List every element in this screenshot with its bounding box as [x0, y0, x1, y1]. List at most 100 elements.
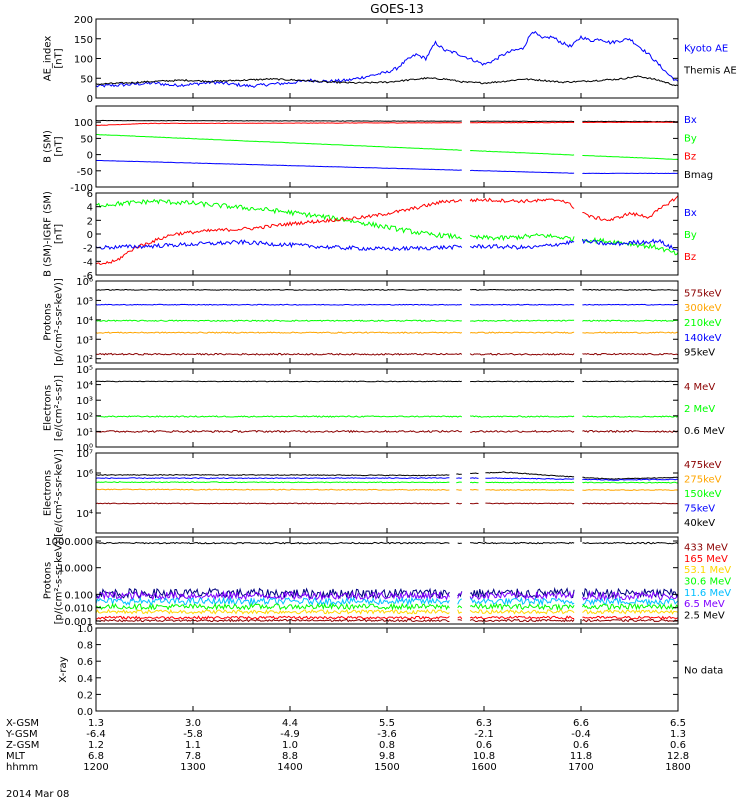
x-tick-label: 10.8	[473, 751, 495, 762]
y-tick-label: 10⁰	[76, 443, 93, 454]
panel-b-minus-igrf: -6 -4 -2 0 2 4 6 B (SM)-IGRF (SM) [nT] Bx By Bz	[43, 189, 697, 282]
legend-entry: Bz	[684, 152, 696, 163]
x-axis-row-label: Y-GSM	[5, 729, 38, 740]
series-line	[96, 477, 678, 481]
panel-frame	[95, 452, 679, 534]
series-line	[96, 481, 678, 484]
y-tick-label: 0.010	[64, 604, 93, 615]
x-tick-label: 1.0	[282, 740, 298, 751]
series-line	[96, 352, 678, 356]
y-axis-label: Protons	[43, 303, 54, 340]
y-tick-label: 0.001	[64, 617, 93, 628]
series-line	[96, 303, 678, 306]
y-axis-label: [p/(cm²-s-sr-keV)]	[54, 278, 65, 366]
x-tick-label: 11.8	[570, 751, 592, 762]
x-axis-table: X-GSM 1.3 3.0 4.4 5.5 6.3 6.6 6.5 Y-GSM -6.4 -5.8 -…	[5, 718, 691, 773]
y-tick-label: 100	[74, 55, 93, 66]
x-tick-label: 0.6	[670, 740, 686, 751]
legend-entry: Bmag	[684, 170, 713, 181]
series-line	[96, 121, 678, 127]
y-tick-label: -50	[77, 167, 93, 178]
y-tick-label: 0	[87, 94, 93, 105]
series-line	[96, 380, 678, 383]
legend-entry: Kyoto AE	[684, 44, 728, 55]
x-tick-label: 6.6	[573, 718, 589, 729]
y-tick-label: -6	[83, 271, 93, 282]
panel-protons-mev: 0.001 0.010 0.100 10.000 1000.000 Protons [p/(…	[43, 536, 731, 628]
y-tick-label: 0.8	[77, 641, 93, 652]
x-axis-row-label: X-GSM	[6, 718, 39, 729]
x-tick-label: -5.8	[183, 729, 203, 740]
panel-series	[96, 541, 678, 623]
legend-entry: 75keV	[684, 503, 715, 514]
y-axis-label: B (SM)	[43, 130, 54, 163]
legend-entry: 11.6 MeV	[684, 588, 731, 599]
y-axis-label: Electrons	[43, 385, 54, 431]
legend-entry: Bz	[684, 252, 696, 263]
legend-entry: By	[684, 230, 697, 241]
legend-entry: 4 MeV	[684, 382, 715, 393]
y-axis-label: [nT]	[54, 136, 65, 156]
y-axis-label: Electrons	[43, 470, 54, 516]
y-tick-label: -100	[70, 183, 93, 194]
legend-entry: By	[684, 133, 697, 144]
y-tick-label: 0	[87, 151, 93, 162]
series-line	[96, 429, 678, 434]
y-tick-label: 0.0	[77, 707, 93, 718]
x-axis-row-label: MLT	[6, 751, 26, 762]
series-line	[96, 288, 678, 291]
series-line	[96, 133, 678, 161]
y-tick-label: 0.100	[64, 590, 93, 601]
y-axis-label: Protons	[43, 562, 54, 599]
y-tick-label: 0.4	[77, 674, 93, 685]
series-line	[96, 615, 678, 620]
legend-entry: Bx	[684, 115, 697, 126]
legend-entry: 0.6 MeV	[684, 426, 725, 437]
y-axis-label: [nT]	[54, 48, 65, 68]
y-tick-label: 200	[74, 15, 93, 26]
series-line	[96, 415, 678, 418]
x-axis-row-label: Z-GSM	[6, 740, 39, 751]
panel-series	[96, 195, 678, 266]
x-tick-label: 6.3	[476, 718, 492, 729]
panel-x-ray: 0.0 0.2 0.4 0.6 0.8 1.0 X-ray No data	[58, 624, 723, 718]
panel-series	[96, 119, 678, 175]
legend-entry: 53.1 MeV	[684, 565, 731, 576]
x-tick-label: 1.2	[88, 740, 104, 751]
series-line	[96, 238, 678, 252]
legend-entry: 40keV	[684, 518, 715, 529]
legend-entry: 2.5 MeV	[684, 610, 725, 621]
legend-entry: 140keV	[684, 333, 722, 344]
x-tick-label: 7.8	[185, 751, 201, 762]
y-axis-label: B (SM)-IGRF (SM)	[43, 191, 54, 277]
legend-entry: 165 MeV	[684, 554, 728, 565]
legend-entry: Bx	[684, 208, 697, 219]
legend-entry: 575keV	[684, 288, 722, 299]
y-tick-label: 10³	[76, 335, 93, 346]
panel-frame	[95, 105, 679, 188]
legend-entry: 6.5 MeV	[684, 599, 725, 610]
y-tick-label: 10³	[76, 396, 93, 407]
y-axis-label: [e/(cm²-s-sr)]	[54, 375, 65, 441]
y-axis-label: AE_index	[43, 36, 54, 82]
legend-entry: 2 MeV	[684, 404, 715, 415]
x-tick-label: 6.5	[670, 718, 686, 729]
x-tick-label: 1500	[374, 762, 399, 773]
series-line	[96, 488, 678, 491]
legend-entry: 300keV	[684, 303, 722, 314]
series-line	[96, 586, 678, 600]
y-tick-label: 10⁴	[76, 509, 93, 520]
y-tick-label: 6	[87, 189, 93, 200]
legend-entry: 210keV	[684, 318, 722, 329]
y-tick-label: 150	[74, 35, 93, 46]
y-axis-label: X-ray	[58, 656, 69, 682]
series-line	[96, 541, 678, 545]
y-tick-label: 0.6	[77, 657, 93, 668]
y-tick-label: 10¹	[76, 427, 93, 438]
x-tick-label: -6.4	[86, 729, 106, 740]
x-tick-label: 1.3	[670, 729, 686, 740]
y-tick-label: 10⁴	[76, 316, 93, 327]
series-line	[96, 119, 678, 123]
